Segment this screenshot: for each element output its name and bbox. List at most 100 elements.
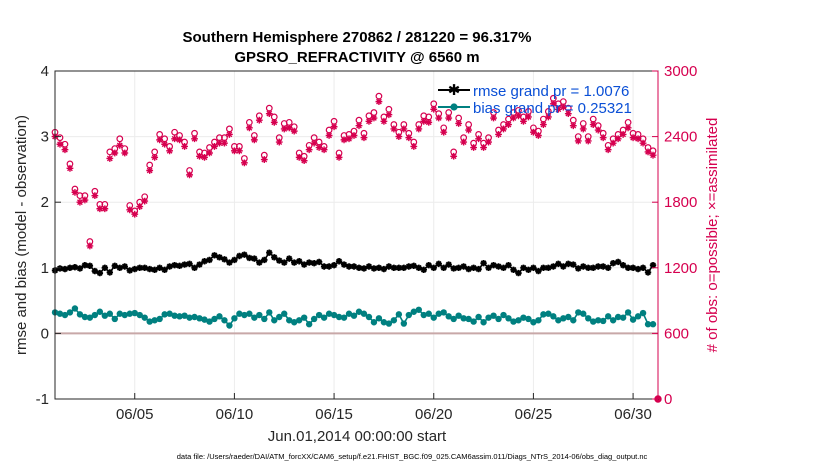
bias-point: [545, 310, 552, 317]
rmse-point: [315, 258, 323, 266]
bias-point: [231, 315, 238, 322]
bias-point: [226, 322, 233, 329]
bias-point: [116, 310, 123, 317]
obs-assimilated-point: [634, 135, 642, 143]
obs-assimilated-point: [250, 136, 258, 144]
bias-point: [629, 316, 637, 323]
obs-assimilated-point: [116, 141, 124, 149]
bias-point: [510, 318, 517, 325]
x-tick-label-0: 06/05: [116, 406, 154, 423]
bias-point: [236, 310, 243, 317]
rmse-point: [420, 266, 427, 273]
rmse-point: [634, 265, 642, 273]
rmse-point: [465, 265, 472, 273]
bias-point: [450, 315, 457, 323]
obs-assimilated-point: [181, 143, 188, 150]
bias-point: [525, 315, 532, 323]
bias-point: [251, 314, 258, 321]
obs-assimilated-point: [475, 135, 482, 143]
y-tick-label-right-2: 1200: [664, 260, 697, 277]
obs-assimilated-point: [300, 157, 308, 165]
bias-point: [565, 313, 572, 321]
rmse-point: [176, 262, 183, 270]
bias-point: [96, 308, 104, 315]
rmse-point: [644, 269, 652, 276]
bias-point: [570, 317, 577, 324]
rmse-point: [614, 258, 622, 266]
rmse-point: [295, 258, 303, 265]
bias-point: [276, 313, 283, 321]
y-tick-label-left-5: 4: [41, 63, 49, 80]
obs-assimilated-point: [470, 144, 478, 151]
rmse-point: [355, 264, 363, 271]
obs-assimilated-point: [191, 135, 198, 143]
obs-assimilated-point: [465, 126, 473, 134]
obs-assimilated-point: [275, 138, 283, 146]
rmse-point: [485, 264, 492, 271]
bias-point: [66, 309, 74, 316]
obs-assimilated-point: [235, 147, 243, 155]
bias-point: [599, 317, 607, 325]
obs-assimilated-point: [131, 210, 139, 218]
obs-assimilated-point: [520, 117, 527, 125]
bias-point: [465, 315, 472, 323]
bias-point: [460, 315, 467, 322]
obs-assimilated-point: [136, 203, 144, 210]
legend-rmse-marker: ✱: [448, 82, 461, 99]
bias-point: [619, 314, 627, 321]
obs-assimilated-point: [196, 152, 203, 160]
y-tick-label-left-4: 3: [41, 129, 49, 146]
rmse-point: [455, 264, 462, 271]
x-axis: 06/05 06/10 06/15 06/20 06/25 06/30: [116, 393, 652, 423]
obs-assimilated-point: [270, 118, 278, 126]
rmse-point: [131, 265, 138, 273]
obs-assimilated-point: [260, 156, 268, 163]
x-tick-label-4: 06/25: [515, 406, 553, 423]
obs-assimilated-point: [639, 139, 647, 147]
bias-point: [580, 310, 587, 317]
rmse-point: [460, 263, 467, 270]
obs-assimilated-point: [71, 188, 79, 196]
rmse-point: [186, 260, 193, 268]
rmse-point: [599, 263, 607, 270]
rmse-point: [231, 256, 238, 264]
bias-point: [475, 313, 482, 321]
bias-point: [535, 317, 542, 324]
obs-assimilated-point: [385, 111, 393, 119]
obs-assimilated-point: [604, 146, 612, 154]
bias-point: [365, 313, 373, 321]
rmse-point: [370, 265, 378, 272]
obs-assimilated-point: [455, 120, 463, 127]
rmse-point: [525, 266, 532, 273]
bias-point: [430, 314, 437, 321]
obs-possible-point: [56, 134, 64, 142]
obs-assimilated-point: [345, 135, 353, 143]
obs-assimilated-point: [554, 105, 562, 113]
obs-assimilated-point: [510, 114, 517, 122]
rmse-point: [171, 261, 178, 269]
obs-assimilated-point: [166, 147, 174, 155]
rmse-point: [291, 259, 298, 266]
rmse-point: [470, 264, 477, 271]
rmse-point: [624, 264, 632, 271]
obs-assimilated-point: [151, 153, 159, 161]
obs-assimilated-point: [171, 135, 179, 143]
bias-point: [261, 315, 268, 323]
obs-assimilated-point: [111, 149, 119, 157]
obs-assimilated-point: [619, 131, 627, 138]
obs-assimilated-point: [206, 149, 213, 157]
bias-point: [350, 312, 358, 319]
rmse-point: [320, 263, 328, 270]
bias-point: [425, 310, 432, 317]
obs-assimilated-point: [211, 143, 218, 150]
rmse-point: [380, 265, 388, 273]
x-tick-label-3: 06/20: [415, 406, 453, 423]
obs-assimilated-point: [629, 134, 637, 142]
bias-point: [136, 311, 143, 319]
obs-assimilated-point: [579, 125, 587, 133]
bias-point: [81, 313, 89, 321]
rmse-point: [335, 258, 343, 265]
rmse-point: [96, 269, 104, 277]
bias-point: [315, 311, 323, 319]
obs-assimilated-point: [574, 137, 582, 145]
